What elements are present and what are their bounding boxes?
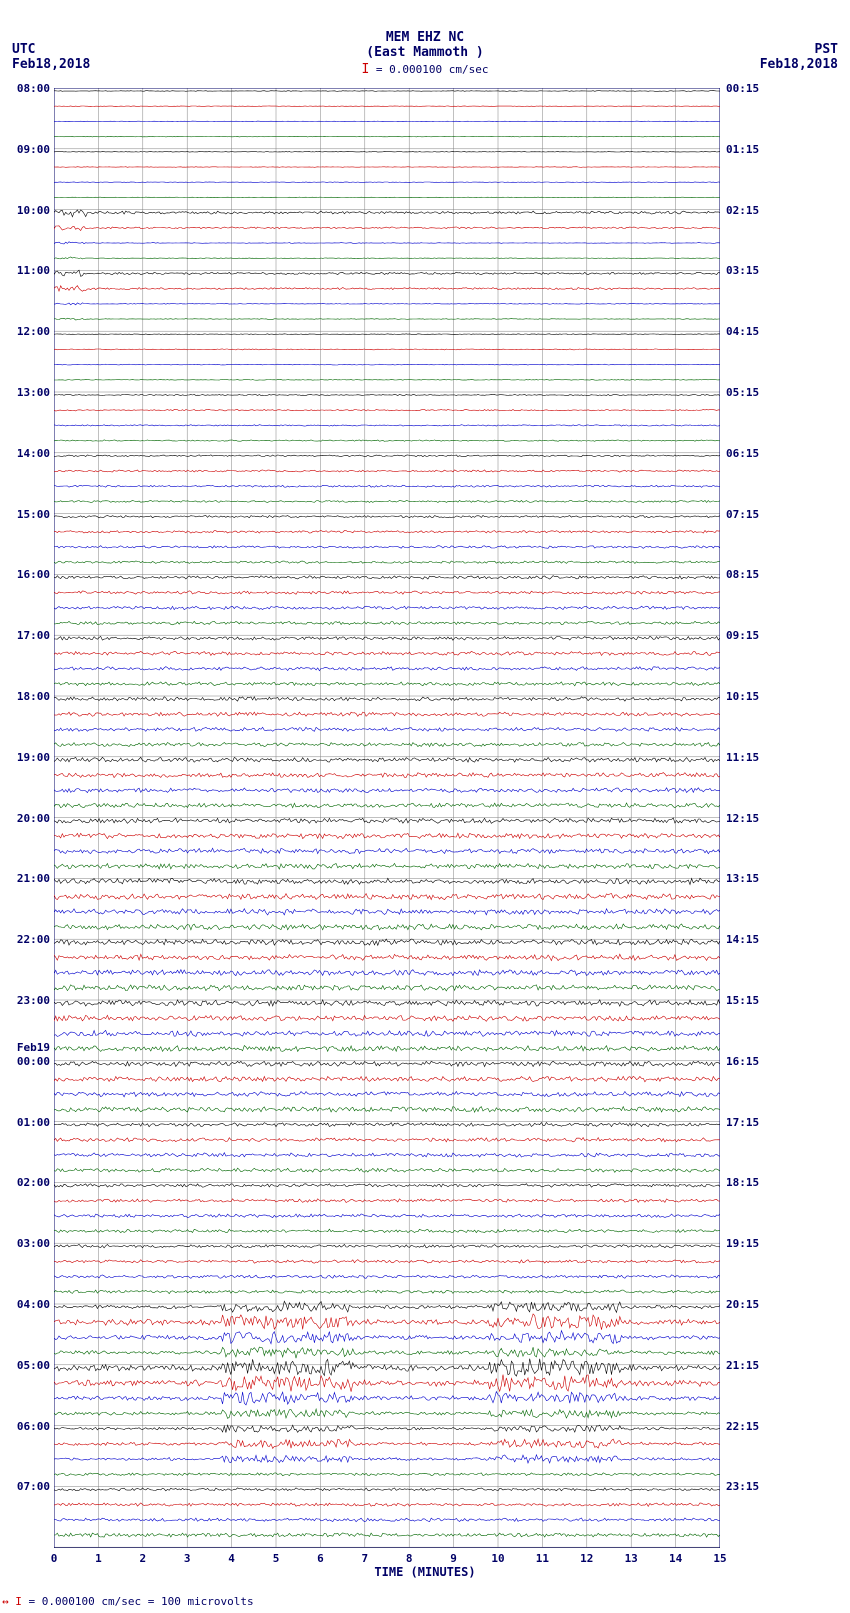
utc-hour-label: 04:00 — [2, 1298, 50, 1311]
utc-hour-label: 14:00 — [2, 447, 50, 460]
utc-hour-label: 19:00 — [2, 751, 50, 764]
pst-hour-label: 20:15 — [726, 1298, 759, 1311]
minute-tick-label: 5 — [266, 1552, 286, 1565]
x-axis-label: TIME (MINUTES) — [0, 1565, 850, 1579]
minute-tick-label: 3 — [177, 1552, 197, 1565]
date-right-label: Feb18,2018 — [760, 57, 838, 72]
utc-hour-label: 11:00 — [2, 264, 50, 277]
pst-hour-label: 22:15 — [726, 1420, 759, 1433]
minute-tick-label: 12 — [577, 1552, 597, 1565]
pst-hour-label: 18:15 — [726, 1176, 759, 1189]
pst-hour-label: 21:15 — [726, 1359, 759, 1372]
pst-hour-label: 14:15 — [726, 933, 759, 946]
pst-hour-label: 05:15 — [726, 386, 759, 399]
pst-hour-label: 13:15 — [726, 872, 759, 885]
utc-hour-label: 16:00 — [2, 568, 50, 581]
pst-hour-label: 12:15 — [726, 812, 759, 825]
pst-hour-label: 03:15 — [726, 264, 759, 277]
pst-hour-label: 15:15 — [726, 994, 759, 1007]
minute-tick-label: 6 — [310, 1552, 330, 1565]
utc-hour-label: 17:00 — [2, 629, 50, 642]
pst-hour-label: 01:15 — [726, 143, 759, 156]
minute-tick-label: 14 — [666, 1552, 686, 1565]
utc-hour-label: 05:00 — [2, 1359, 50, 1372]
minute-tick-label: 2 — [133, 1552, 153, 1565]
pst-hour-label: 19:15 — [726, 1237, 759, 1250]
minute-tick-label: 1 — [88, 1552, 108, 1565]
pst-hour-label: 08:15 — [726, 568, 759, 581]
pst-hour-label: 06:15 — [726, 447, 759, 460]
utc-hour-label: 00:00 — [2, 1055, 50, 1068]
utc-hour-label: 09:00 — [2, 143, 50, 156]
minute-tick-label: 15 — [710, 1552, 730, 1565]
pst-hour-label: 11:15 — [726, 751, 759, 764]
pst-hour-label: 16:15 — [726, 1055, 759, 1068]
utc-hour-label: 20:00 — [2, 812, 50, 825]
date-break-label: Feb19 — [2, 1041, 50, 1054]
pst-hour-label: 00:15 — [726, 82, 759, 95]
pst-hour-label: 02:15 — [726, 204, 759, 217]
pst-hour-label: 09:15 — [726, 629, 759, 642]
pst-hour-label: 10:15 — [726, 690, 759, 703]
pst-hour-label: 23:15 — [726, 1480, 759, 1493]
minute-tick-label: 13 — [621, 1552, 641, 1565]
minute-tick-label: 0 — [44, 1552, 64, 1565]
seismogram-container: MEM EHZ NC (East Mammoth ) I = 0.000100 … — [0, 0, 850, 1613]
utc-hour-label: 08:00 — [2, 82, 50, 95]
utc-hour-label: 23:00 — [2, 994, 50, 1007]
minute-tick-label: 8 — [399, 1552, 419, 1565]
utc-hour-label: 13:00 — [2, 386, 50, 399]
station-title: MEM EHZ NC — [0, 30, 850, 45]
utc-hour-label: 02:00 — [2, 1176, 50, 1189]
tz-right-label: PST — [815, 42, 838, 57]
utc-hour-label: 01:00 — [2, 1116, 50, 1129]
minute-tick-label: 4 — [222, 1552, 242, 1565]
scale-indicator: I = 0.000100 cm/sec — [0, 62, 850, 77]
utc-hour-label: 07:00 — [2, 1480, 50, 1493]
seismogram-svg — [54, 88, 720, 1548]
utc-hour-label: 18:00 — [2, 690, 50, 703]
minute-tick-label: 10 — [488, 1552, 508, 1565]
utc-hour-label: 12:00 — [2, 325, 50, 338]
utc-hour-label: 15:00 — [2, 508, 50, 521]
plot-area — [54, 88, 720, 1548]
pst-hour-label: 04:15 — [726, 325, 759, 338]
date-left-label: Feb18,2018 — [12, 57, 90, 72]
utc-hour-label: 03:00 — [2, 1237, 50, 1250]
utc-hour-label: 06:00 — [2, 1420, 50, 1433]
pst-hour-label: 07:15 — [726, 508, 759, 521]
minute-tick-label: 9 — [444, 1552, 464, 1565]
minute-tick-label: 7 — [355, 1552, 375, 1565]
utc-hour-label: 21:00 — [2, 872, 50, 885]
minute-tick-label: 11 — [532, 1552, 552, 1565]
station-subtitle: (East Mammoth ) — [0, 45, 850, 60]
tz-left-label: UTC — [12, 42, 35, 57]
pst-hour-label: 17:15 — [726, 1116, 759, 1129]
utc-hour-label: 22:00 — [2, 933, 50, 946]
utc-hour-label: 10:00 — [2, 204, 50, 217]
footer-scale: ↔ I = 0.000100 cm/sec = 100 microvolts — [2, 1595, 254, 1608]
